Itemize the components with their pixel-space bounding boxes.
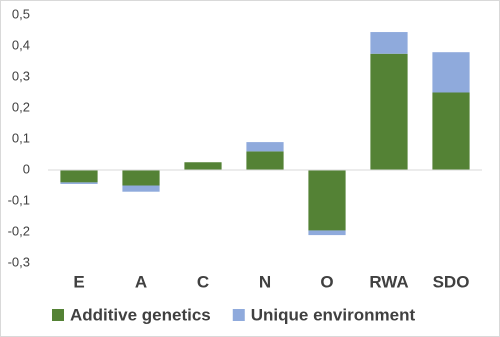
legend-marker	[232, 309, 245, 321]
y-tick-label: 0,1	[12, 130, 30, 145]
y-tick-label: -0,3	[8, 254, 30, 269]
x-tick-label: SDO	[433, 272, 470, 291]
bar-segment	[308, 170, 346, 231]
x-tick-label: E	[73, 272, 84, 291]
bar-segment	[60, 170, 98, 183]
y-tick-label: -0,2	[8, 223, 30, 238]
bar-segment	[122, 185, 160, 192]
bar-segment	[122, 170, 160, 186]
y-tick-label: 0,2	[12, 99, 30, 114]
y-tick-label: 0,4	[12, 37, 30, 52]
x-tick-label: O	[320, 272, 333, 291]
x-tick-label: RWA	[369, 272, 408, 291]
y-tick-label: 0,3	[12, 68, 30, 83]
bar-segment	[370, 32, 408, 54]
y-tick-label: 0,5	[12, 6, 30, 21]
bar-segment	[184, 162, 222, 170]
bar-segment	[432, 52, 470, 93]
bar-segment	[246, 151, 284, 170]
bar-segment	[308, 230, 346, 236]
x-tick-label: N	[259, 272, 271, 291]
bar-segment	[432, 92, 470, 170]
legend-label: Additive genetics	[70, 305, 211, 324]
y-tick-label: 0	[23, 161, 30, 176]
bar-segment	[370, 53, 408, 170]
y-tick-label: -0,1	[8, 192, 30, 207]
bar-segment	[60, 182, 98, 184]
x-tick-label: C	[197, 272, 209, 291]
legend-label: Unique environment	[251, 305, 416, 324]
x-tick-label: A	[135, 272, 147, 291]
legend-marker	[52, 309, 64, 321]
bar-segment	[246, 142, 284, 152]
